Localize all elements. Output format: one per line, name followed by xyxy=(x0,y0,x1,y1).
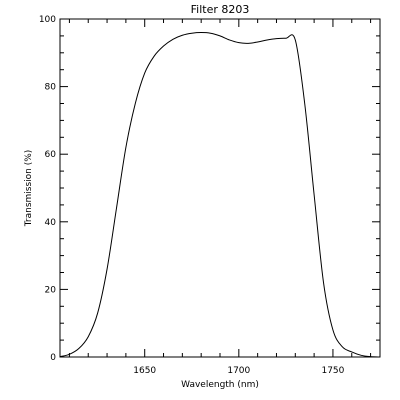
y-axis: 0 20 40 60 80 100 xyxy=(39,15,380,363)
y-tick-label: 0 xyxy=(50,353,56,363)
x-axis-label: Wavelength (nm) xyxy=(181,380,259,390)
plot-frame xyxy=(59,18,381,358)
transmission-curve xyxy=(59,32,381,358)
chart-title: Filter 8203 xyxy=(191,3,250,16)
y-tick-label: 40 xyxy=(45,218,57,228)
y-tick-label: 80 xyxy=(45,83,57,93)
x-tick-label: 1650 xyxy=(133,366,156,376)
y-tick-label: 20 xyxy=(45,285,57,295)
x-axis: 1650 1700 1750 xyxy=(68,19,372,376)
y-tick-label: 60 xyxy=(45,150,57,160)
y-tick-label: 100 xyxy=(39,15,56,25)
x-tick-label: 1700 xyxy=(227,366,250,376)
y-axis-label: Transmission (%) xyxy=(24,150,34,228)
x-tick-label: 1750 xyxy=(321,366,344,376)
